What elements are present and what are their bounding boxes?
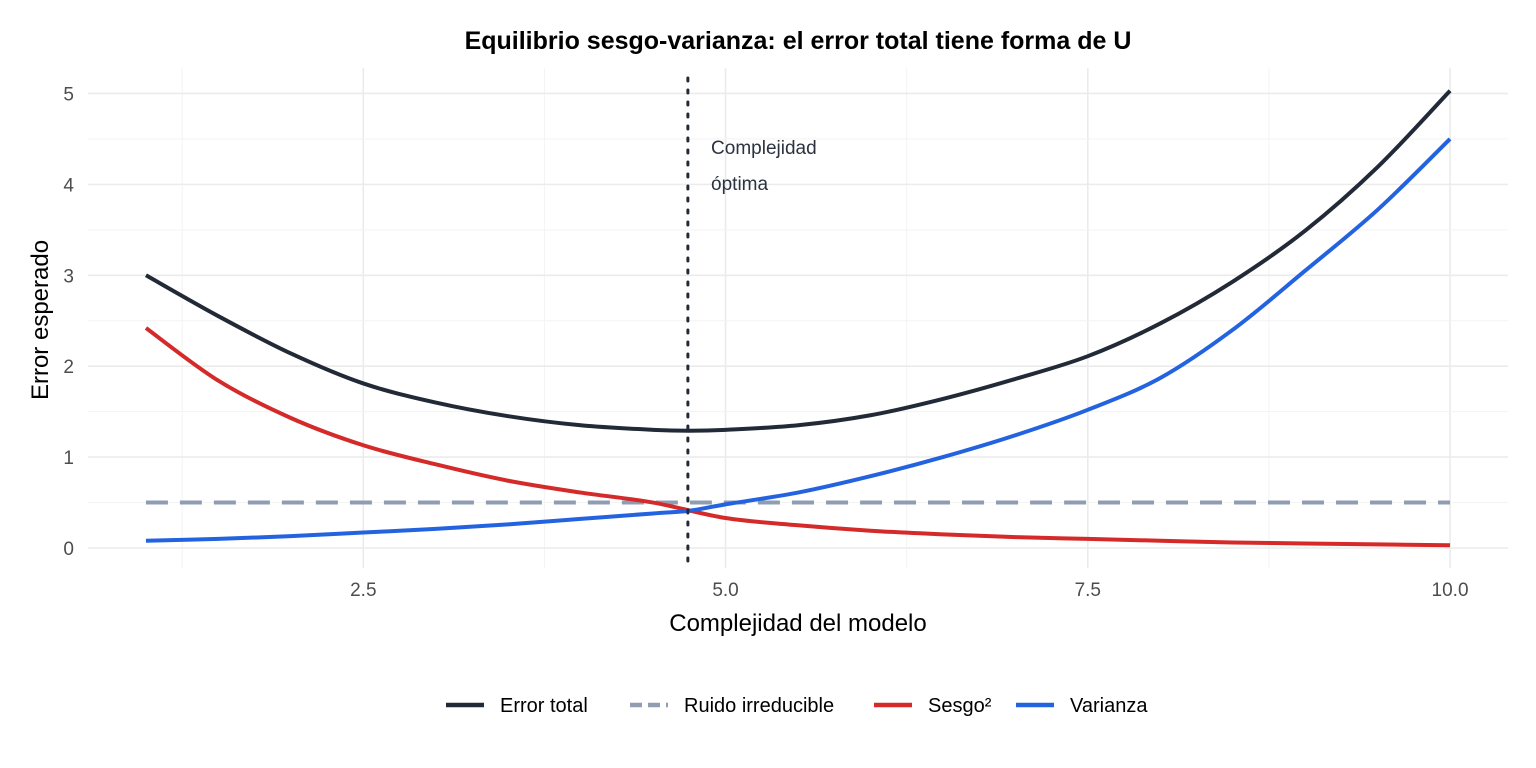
legend-label: Varianza	[1070, 695, 1148, 717]
plot-area	[144, 76, 1452, 570]
series-line	[144, 89, 1452, 433]
axis-ticks: 2.5 5.0 7.5 10.0 0 1 2 3 4 5	[63, 84, 1468, 601]
x-tick-label: 7.5	[1075, 580, 1101, 601]
y-tick-label: 4	[63, 175, 74, 196]
series-line	[145, 137, 1452, 543]
legend-label: Sesgo²	[928, 695, 992, 717]
annotation-line: óptima	[711, 174, 768, 195]
x-tick-label: 2.5	[350, 580, 376, 601]
chart-title: Equilibrio sesgo-varianza: el error tota…	[465, 27, 1132, 55]
y-tick-label: 5	[63, 84, 74, 105]
annotation-optimal: Complejidad óptima	[711, 138, 817, 195]
x-axis-title: Complejidad del modelo	[669, 610, 926, 637]
legend-label: Error total	[500, 695, 588, 717]
x-tick-label: 10.0	[1432, 580, 1469, 601]
y-tick-label: 3	[63, 266, 74, 287]
x-tick-label: 5.0	[712, 580, 738, 601]
grid	[88, 68, 1508, 568]
legend: Error total Ruido irreducible Sesgo² Varian…	[446, 695, 1148, 717]
y-axis-title: Error esperado	[27, 240, 54, 400]
legend-label: Ruido irreducible	[684, 695, 834, 717]
annotation-line: Complejidad	[711, 138, 817, 159]
y-tick-label: 1	[63, 448, 74, 469]
y-tick-label: 0	[63, 539, 74, 560]
series-line	[144, 326, 1451, 548]
y-tick-label: 2	[63, 357, 74, 378]
